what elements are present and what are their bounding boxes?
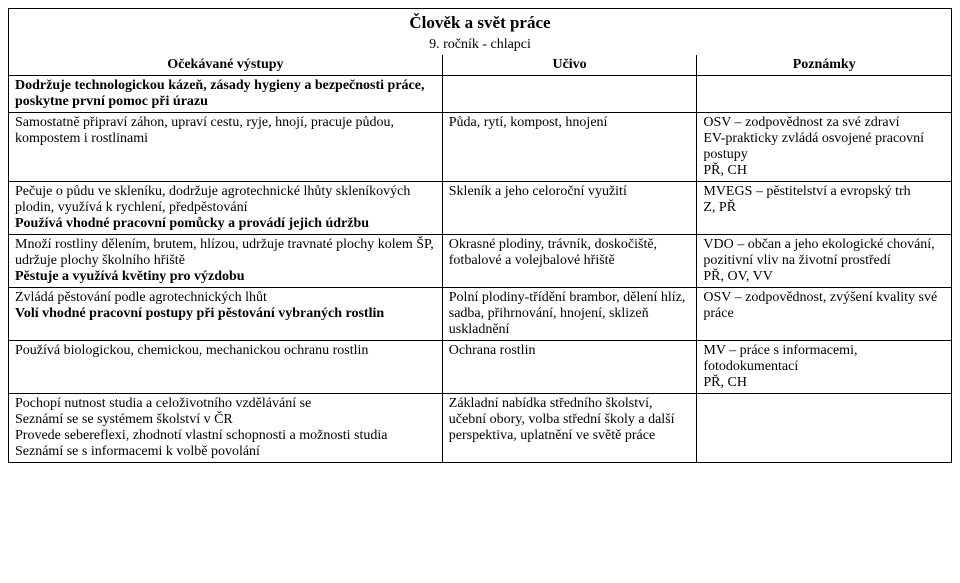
curriculum-table: Člověk a svět práce 9. ročník - chlapci … bbox=[8, 8, 952, 463]
header-outcomes: Očekávané výstupy bbox=[9, 55, 443, 76]
header-notes: Poznámky bbox=[697, 55, 952, 76]
table-row: Používá biologickou, chemickou, mechanic… bbox=[9, 341, 952, 394]
cell-outcomes: Pochopí nutnost studia a celoživotního v… bbox=[9, 394, 443, 463]
table-row: Dodržuje technologickou kázeň, zásady hy… bbox=[9, 76, 952, 113]
cell-curriculum: Okrasné plodiny, trávník, doskočiště, fo… bbox=[442, 235, 697, 288]
cell-outcomes: Zvládá pěstování podle agrotechnických l… bbox=[9, 288, 443, 341]
table-row: Množí rostliny dělením, brutem, hlízou, … bbox=[9, 235, 952, 288]
table-row: Samostatně připraví záhon, upraví cestu,… bbox=[9, 113, 952, 182]
cell-curriculum: Ochrana rostlin bbox=[442, 341, 697, 394]
cell-outcomes: Množí rostliny dělením, brutem, hlízou, … bbox=[9, 235, 443, 288]
cell-curriculum: Skleník a jeho celoroční využití bbox=[442, 182, 697, 235]
cell-notes bbox=[697, 394, 952, 463]
cell-outcomes: Samostatně připraví záhon, upraví cestu,… bbox=[9, 113, 443, 182]
cell-outcomes: Používá biologickou, chemickou, mechanic… bbox=[9, 341, 443, 394]
table-row: Pečuje o půdu ve skleníku, dodržuje agro… bbox=[9, 182, 952, 235]
cell-outcomes: Dodržuje technologickou kázeň, zásady hy… bbox=[9, 76, 443, 113]
table-row: Pochopí nutnost studia a celoživotního v… bbox=[9, 394, 952, 463]
cell-notes: OSV – zodpovědnost za své zdravíEV-prakt… bbox=[697, 113, 952, 182]
table-subtitle: 9. ročník - chlapci bbox=[9, 35, 952, 55]
cell-curriculum: Polní plodiny-třídění brambor, dělení hl… bbox=[442, 288, 697, 341]
cell-outcomes: Pečuje o půdu ve skleníku, dodržuje agro… bbox=[9, 182, 443, 235]
cell-notes bbox=[697, 76, 952, 113]
cell-curriculum: Půda, rytí, kompost, hnojení bbox=[442, 113, 697, 182]
table-header-row: Očekávané výstupy Učivo Poznámky bbox=[9, 55, 952, 76]
header-curriculum: Učivo bbox=[442, 55, 697, 76]
cell-curriculum: Základní nabídka středního školství, uče… bbox=[442, 394, 697, 463]
table-title: Člověk a svět práce bbox=[9, 9, 952, 36]
cell-curriculum bbox=[442, 76, 697, 113]
cell-notes: MVEGS – pěstitelství a evropský trhZ, PŘ bbox=[697, 182, 952, 235]
cell-notes: OSV – zodpovědnost, zvýšení kvality své … bbox=[697, 288, 952, 341]
table-row: Zvládá pěstování podle agrotechnických l… bbox=[9, 288, 952, 341]
cell-notes: MV – práce s informacemi, fotodokumentac… bbox=[697, 341, 952, 394]
cell-notes: VDO – občan a jeho ekologické chování, p… bbox=[697, 235, 952, 288]
